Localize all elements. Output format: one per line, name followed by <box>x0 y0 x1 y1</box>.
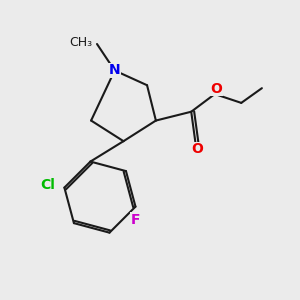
Text: CH₃: CH₃ <box>70 36 93 49</box>
Text: O: O <box>210 82 222 96</box>
Text: O: O <box>191 142 203 156</box>
Text: F: F <box>131 212 140 226</box>
Text: N: N <box>109 64 121 77</box>
Text: Cl: Cl <box>41 178 56 192</box>
